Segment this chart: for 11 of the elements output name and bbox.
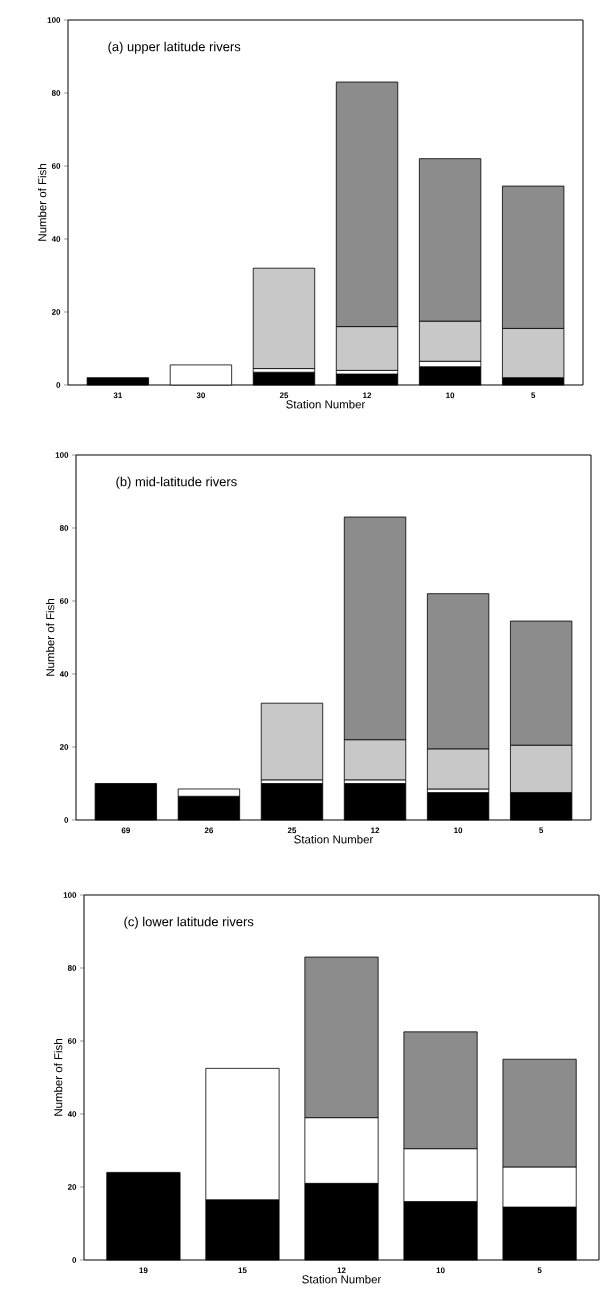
bar (252, 267, 316, 369)
x-axis-title: Station Number (302, 1275, 382, 1284)
text: (c) lower latitude rivers (124, 916, 254, 929)
x-axis-title: Station Number (286, 400, 366, 409)
text: (b) mid-latitude rivers (116, 476, 237, 489)
y-axis-title: Number of Fish (45, 599, 55, 676)
bar (260, 702, 324, 781)
y-axis-title: Number of Fish (53, 1039, 63, 1116)
text: (a) upper latitude rivers (108, 41, 241, 54)
y-axis-title: Number of Fish (37, 164, 47, 241)
x-axis-title: Station Number (294, 835, 374, 844)
